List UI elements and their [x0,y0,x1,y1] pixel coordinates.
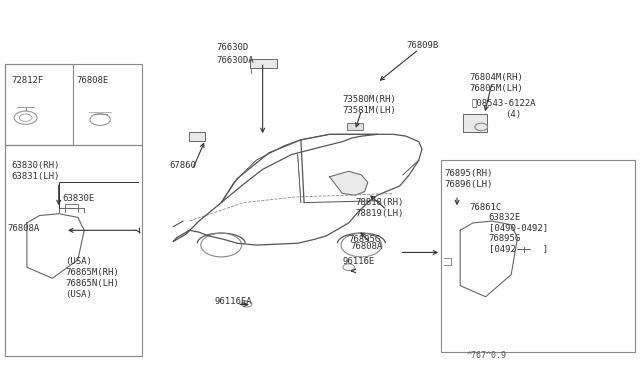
Text: 76865M(RH): 76865M(RH) [65,268,119,277]
Bar [4,145,141,356]
Text: 76804M(RH): 76804M(RH) [470,73,524,81]
Text: 76895G: 76895G [349,235,381,244]
Text: ^767^0.9: ^767^0.9 [467,351,507,360]
Text: 76808A: 76808A [351,243,383,251]
Text: 76861C: 76861C [470,203,502,212]
Text: 78819(LH): 78819(LH) [355,209,403,218]
Polygon shape [330,171,368,195]
Text: 76865N(LH): 76865N(LH) [65,279,119,288]
Text: 76808A: 76808A [8,224,40,233]
Text: 63830(RH): 63830(RH) [11,161,60,170]
Text: 76896(LH): 76896(LH) [444,180,493,189]
Text: 73580M(RH): 73580M(RH) [342,95,396,104]
Bar [250,59,276,68]
Bar [348,123,364,130]
Text: [0490-0492]: [0490-0492] [489,223,548,232]
Text: (USA): (USA) [65,291,92,299]
Text: [0492-    ]: [0492- ] [489,244,548,253]
Text: Ⓢ08543-6122A: Ⓢ08543-6122A [472,99,536,108]
Text: 76805M(LH): 76805M(LH) [470,84,524,93]
Bar [441,160,636,352]
Text: (USA): (USA) [65,257,92,266]
Text: 76809B: 76809B [406,41,438,50]
Bar [463,114,487,132]
Text: 72812F: 72812F [11,76,43,85]
Text: 63830E: 63830E [62,195,94,203]
Bar [189,132,205,141]
Text: 76895G: 76895G [489,234,521,243]
Text: 96116E: 96116E [342,257,374,266]
Text: 67860: 67860 [169,161,196,170]
Text: (4): (4) [505,109,521,119]
Text: 76630D: 76630D [217,43,249,52]
Text: 78818(RH): 78818(RH) [355,198,403,207]
Text: 73581M(LH): 73581M(LH) [342,106,396,115]
Text: 63831(LH): 63831(LH) [11,172,60,181]
Bar [4,64,141,145]
Text: 76630DA: 76630DA [217,56,254,65]
Text: 63832E: 63832E [489,213,521,222]
Bar [4,64,73,145]
Text: 76895(RH): 76895(RH) [444,169,493,177]
Text: 96116EA: 96116EA [215,297,253,306]
Text: 76808E: 76808E [76,76,108,85]
